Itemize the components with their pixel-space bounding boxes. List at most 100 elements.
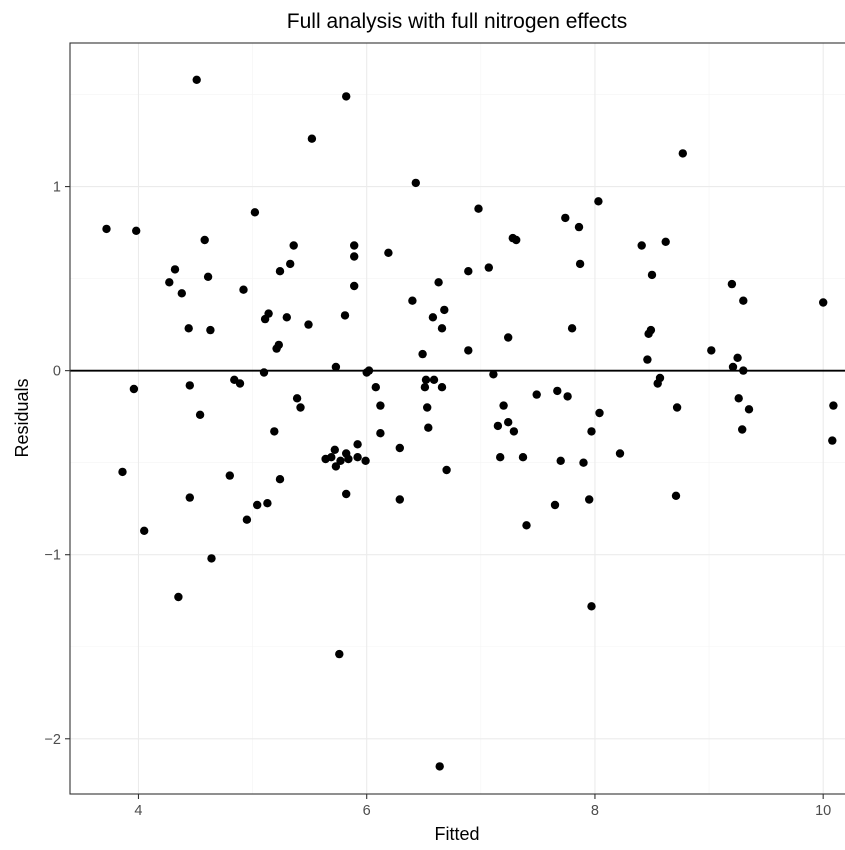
data-point: [185, 493, 194, 502]
data-point: [132, 226, 141, 235]
data-point: [727, 279, 737, 289]
data-point: [174, 592, 183, 602]
data-point: [509, 427, 519, 436]
data-point: [434, 278, 443, 287]
data-point: [744, 405, 754, 414]
data-point: [408, 296, 417, 305]
data-point: [420, 383, 430, 392]
data-point: [440, 305, 449, 315]
data-point: [518, 453, 528, 462]
data-point: [738, 425, 747, 434]
data-point: [655, 373, 665, 383]
data-point: [286, 259, 295, 269]
data-point: [489, 370, 498, 379]
data-point: [437, 383, 447, 392]
data-point: [350, 241, 359, 250]
data-point: [364, 366, 374, 375]
data-point: [296, 403, 305, 412]
data-point: [484, 263, 493, 272]
data-point: [275, 475, 285, 484]
data-point: [263, 499, 272, 508]
x-tick-label: 6: [363, 803, 371, 819]
data-point: [185, 381, 194, 390]
data-point: [342, 489, 351, 499]
data-point: [594, 197, 603, 206]
data-point: [207, 554, 216, 563]
x-axis-title: Fitted: [434, 824, 479, 844]
data-point: [579, 458, 588, 467]
data-point: [595, 408, 604, 418]
data-point: [200, 235, 209, 245]
data-point: [371, 383, 380, 392]
data-point: [504, 418, 513, 427]
data-point: [532, 390, 541, 399]
data-point: [442, 465, 451, 475]
data-point: [292, 394, 302, 403]
data-point: [728, 362, 738, 372]
x-tick-label: 10: [815, 803, 831, 819]
data-point: [330, 445, 339, 454]
data-point: [170, 265, 180, 274]
data-point: [561, 213, 570, 223]
data-point: [331, 462, 341, 471]
data-point: [587, 602, 596, 611]
data-point: [270, 427, 279, 436]
data-point: [615, 449, 625, 458]
data-point: [376, 401, 385, 410]
data-point: [203, 272, 213, 281]
data-point: [522, 521, 531, 530]
x-tick-label: 4: [134, 803, 142, 819]
data-point: [376, 429, 385, 438]
data-point: [474, 204, 483, 213]
data-point: [733, 353, 742, 362]
data-point: [429, 375, 439, 384]
data-point: [350, 252, 359, 261]
data-point: [336, 456, 345, 465]
data-point: [661, 237, 670, 246]
data-point: [829, 401, 838, 410]
y-axis-title: Residuals: [12, 378, 32, 457]
data-point: [678, 149, 687, 158]
data-point: [344, 454, 353, 464]
plot-panel-border: [69, 42, 845, 795]
data-point: [819, 298, 828, 307]
data-point: [327, 453, 336, 462]
data-point: [206, 325, 215, 335]
data-point: [177, 289, 186, 298]
data-point: [496, 453, 505, 462]
data-point: [550, 500, 560, 510]
data-point: [411, 178, 420, 188]
data-point: [304, 320, 313, 329]
data-point: [464, 267, 473, 276]
data-point: [350, 281, 359, 291]
chart-title: Full analysis with full nitrogen effects: [287, 10, 627, 33]
data-point: [637, 241, 646, 250]
data-point: [556, 456, 565, 465]
data-point: [435, 762, 444, 771]
minor-gridlines: [70, 43, 845, 794]
data-points: [102, 75, 838, 771]
data-point: [493, 421, 503, 431]
data-point: [553, 386, 562, 396]
data-point: [646, 325, 656, 335]
data-point: [275, 267, 285, 276]
data-point: [499, 401, 508, 410]
data-point: [421, 375, 431, 384]
y-tick-label: −1: [44, 548, 61, 564]
x-tick-label: 8: [591, 803, 599, 819]
data-point: [672, 403, 682, 412]
data-point: [307, 134, 317, 143]
data-point: [242, 515, 252, 524]
data-point: [395, 495, 404, 504]
data-point: [342, 92, 351, 101]
y-tick-label: 0: [53, 364, 61, 380]
data-point: [587, 427, 596, 436]
data-point: [192, 75, 201, 85]
data-point: [423, 403, 432, 412]
data-point: [195, 410, 205, 419]
data-point: [250, 208, 260, 217]
data-point: [129, 384, 139, 394]
data-point: [464, 346, 473, 355]
data-point: [353, 440, 362, 449]
